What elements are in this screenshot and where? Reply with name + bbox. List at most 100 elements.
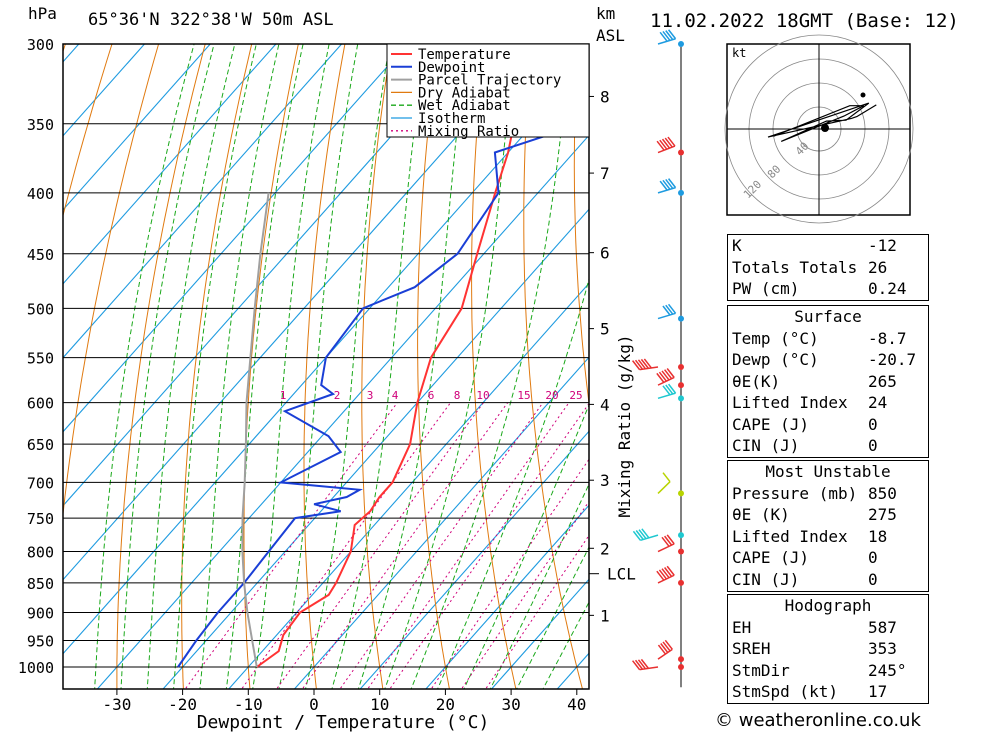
index-row: θE (K) 275	[728, 504, 928, 526]
km-tick-label: 2	[600, 539, 610, 558]
wind-barb-flag	[665, 384, 674, 395]
dry-adiabat-line	[181, 44, 253, 689]
wind-barb-flag	[638, 529, 647, 540]
wind-barb-flag	[640, 658, 650, 669]
km-unit-label: km	[596, 4, 616, 23]
mixing-ratio-line	[485, 534, 589, 689]
index-label: θE (K)	[732, 505, 790, 524]
x-axis-label: Dewpoint / Temperature (°C)	[197, 712, 490, 733]
wet-adiabat-line	[252, 44, 330, 689]
chart-axes: 3003504004505005506006507007508008509009…	[18, 36, 636, 733]
index-label: CAPE (J)	[732, 548, 810, 567]
wind-barb-flag	[659, 180, 668, 191]
wind-barb-flag	[664, 639, 673, 650]
wind-barb-shaft	[657, 312, 676, 320]
wet-adiabat-line	[120, 44, 215, 689]
lcl-label: LCL	[607, 565, 636, 584]
legend-label: Dry Adiabat	[418, 85, 511, 101]
pressure-tick-label: 300	[27, 36, 54, 54]
wind-barb-flag	[662, 30, 671, 41]
dry-adiabat-line	[970, 0, 1000, 692]
wind-level-dot	[678, 532, 684, 539]
km-tick-label: 1	[600, 606, 610, 625]
index-row: K -12	[728, 235, 928, 257]
footer-link[interactable]: © weatheronline.co.uk	[715, 710, 921, 731]
index-label: EH	[732, 617, 752, 637]
mixing-ratio-value-label: 1	[280, 389, 287, 402]
wind-barb-shaft	[639, 366, 659, 371]
wind-barb-flag	[631, 660, 641, 671]
hodograph-trace	[767, 102, 877, 142]
index-value: 587	[868, 617, 897, 637]
pressure-tick-label: 600	[27, 395, 54, 413]
wind-barb-flag	[662, 641, 671, 652]
mixing-ratio-line	[389, 402, 589, 689]
legend-box	[386, 43, 590, 138]
wind-barb-flag	[664, 137, 673, 148]
index-row: CAPE (J) 0	[728, 547, 928, 569]
wind-barb-flag	[659, 31, 668, 42]
wind-barb-flag	[660, 643, 669, 653]
index-row: Dewp (°C) -20.7	[728, 349, 928, 371]
wind-barb-flag	[661, 370, 670, 381]
wind-level-dot	[678, 41, 684, 47]
wind-barb-flag	[656, 372, 665, 383]
index-value: 0	[868, 414, 878, 434]
temp-tick-label: 40	[567, 695, 586, 714]
legend-label: Mixing Ratio	[418, 124, 519, 140]
wind-barb-flag	[662, 305, 671, 316]
pressure-tick-label: 650	[27, 436, 54, 454]
index-row: Lifted Index 24	[728, 392, 928, 414]
wet-adiabat-line	[225, 44, 304, 689]
index-row: PW (cm) 0.24	[728, 278, 928, 300]
legend-label: Isotherm	[418, 111, 485, 127]
dry-adiabat-line	[471, 44, 517, 689]
index-label: PW (cm)	[732, 279, 800, 298]
dry-adiabat-line	[523, 44, 583, 689]
legend-label: Parcel Trajectory	[418, 73, 561, 89]
wind-level-dot	[678, 490, 684, 497]
index-label: SREH	[732, 639, 771, 658]
location-title: 65°36'N 322°38'W 50m ASL	[88, 10, 334, 30]
index-row: Pressure (mb) 850	[728, 483, 928, 505]
temp-tick-label: 30	[501, 695, 520, 714]
legend-label: Wet Adiabat	[418, 98, 511, 114]
wet-adiabat-line	[173, 44, 257, 689]
asl-unit-label: ASL	[596, 26, 625, 45]
pressure-tick-label: 950	[27, 632, 54, 650]
pressure-tick-label: 750	[27, 510, 54, 528]
wind-level-dot	[678, 149, 684, 156]
temp-tick-label: -20	[168, 695, 197, 714]
wind-barb-flag	[661, 536, 670, 547]
index-row: CAPE (J) 0	[728, 414, 928, 436]
wind-barb-shaft	[657, 392, 676, 400]
index-value: 24	[868, 393, 888, 412]
series-line-parcel-trajectory	[241, 192, 270, 668]
hodograph-box: Hodograph EH 587 SREH 353 StmDir 245° StmSp…	[727, 594, 929, 704]
dry-adiabat-line	[116, 44, 206, 689]
index-row: Totals Totals 26	[728, 257, 928, 279]
wind-barb-flag	[664, 535, 673, 546]
datetime-title: 11.02.2022 18GMT (Base: 12)	[650, 10, 959, 32]
wind-barb-flag	[643, 358, 652, 369]
wind-barb-shaft	[657, 481, 671, 494]
wind-barb-shaft	[639, 666, 659, 671]
wet-adiabat-line	[542, 601, 589, 689]
wet-adiabat-line	[304, 44, 391, 689]
index-value: 0	[868, 548, 878, 567]
wind-barb-flag	[641, 528, 650, 539]
index-value: -12	[868, 236, 897, 255]
isotherm-line	[228, 282, 589, 689]
index-label: Lifted Index	[732, 393, 848, 412]
wind-level-dot	[678, 382, 684, 389]
wind-barb-flag	[637, 659, 647, 670]
pressure-tick-label: 800	[27, 544, 54, 562]
index-label: Lifted Index	[732, 526, 848, 546]
mixing-ratio-line	[301, 402, 509, 689]
isotherm-line	[359, 430, 589, 689]
isotherm-line	[63, 44, 211, 211]
wind-level-dot	[678, 189, 684, 196]
wet-adiabat-line	[437, 277, 589, 689]
